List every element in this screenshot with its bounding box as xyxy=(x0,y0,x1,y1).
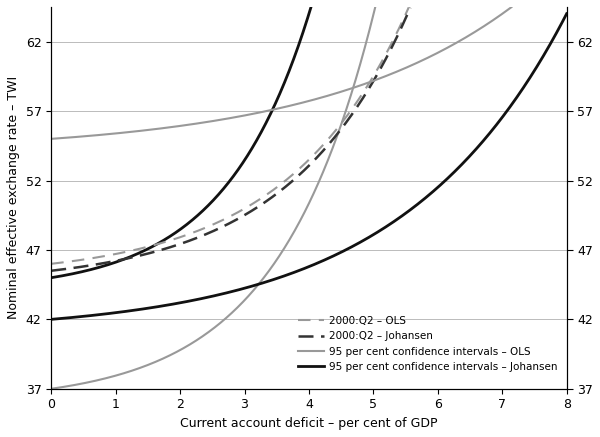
X-axis label: Current account deficit – per cent of GDP: Current account deficit – per cent of GD… xyxy=(180,417,437,430)
Legend: 2000:Q2 – OLS, 2000:Q2 – Johansen, 95 per cent confidence intervals – OLS, 95 pe: 2000:Q2 – OLS, 2000:Q2 – Johansen, 95 pe… xyxy=(293,312,562,376)
Y-axis label: Nominal effective exchange rate – TWI: Nominal effective exchange rate – TWI xyxy=(7,76,20,319)
